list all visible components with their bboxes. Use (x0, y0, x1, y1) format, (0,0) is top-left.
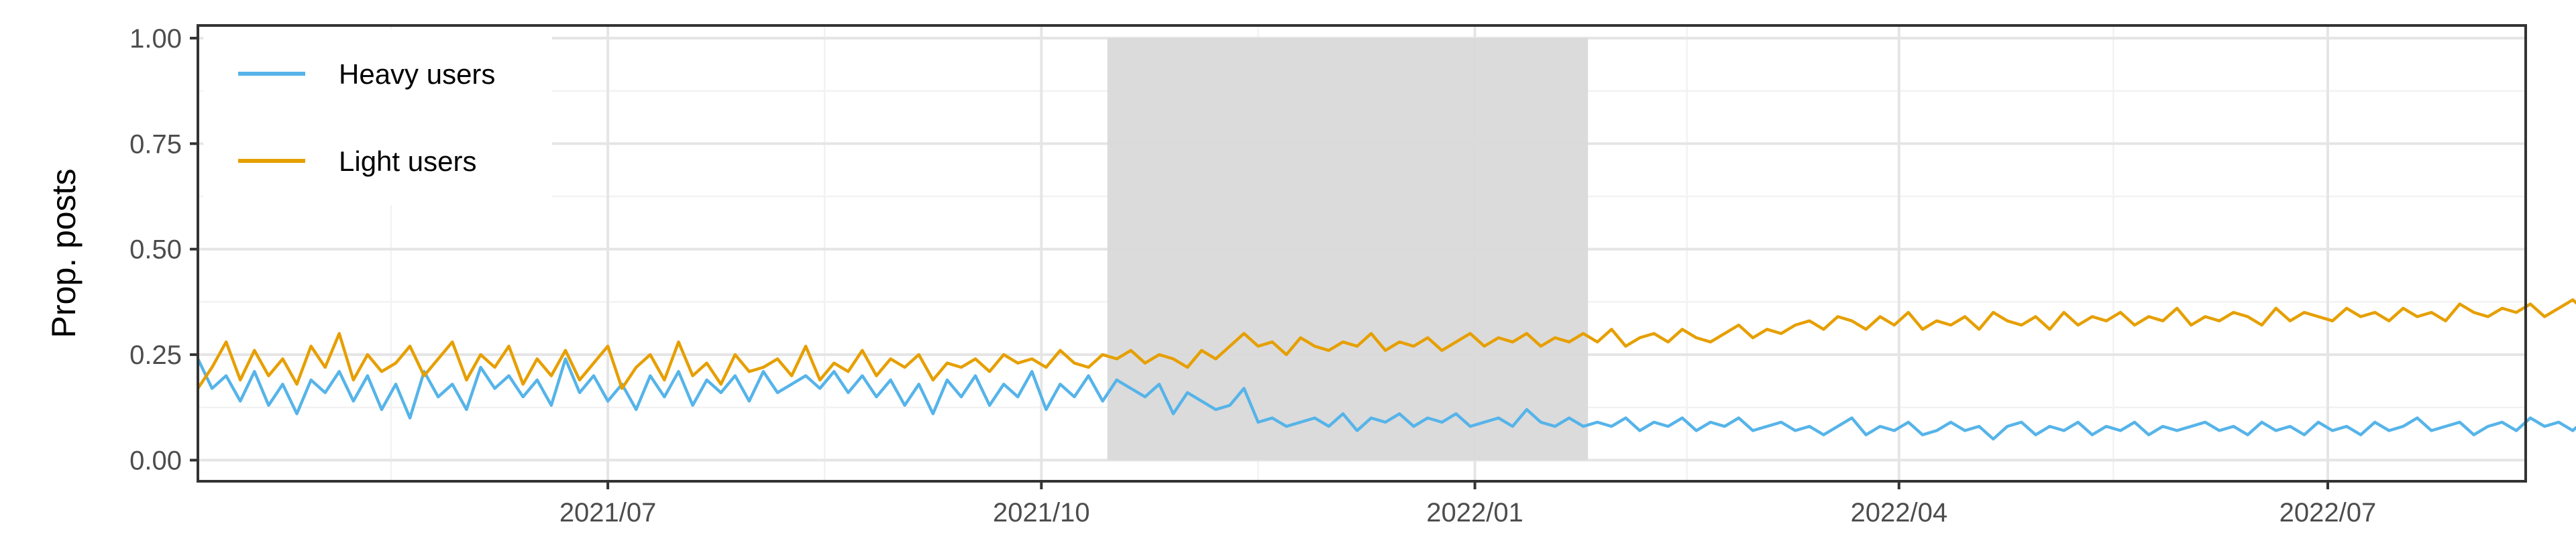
x-tick-label: 2022/01 (1426, 498, 1523, 527)
x-tick-label: 2021/07 (559, 498, 657, 527)
series-line-light-users (197, 298, 2576, 390)
series-line-heavy-users (196, 357, 2576, 441)
y-tick-label: 0.75 (129, 129, 182, 159)
x-tick-label: 2022/07 (2279, 498, 2377, 527)
legend-label: Light users (339, 145, 476, 177)
plot-panel-border (197, 24, 2527, 483)
y-tick-label: 1.00 (129, 24, 182, 54)
shaded-period (1107, 38, 1589, 460)
legend-background (203, 29, 552, 205)
y-tick-label: 0.00 (129, 446, 182, 476)
legend: Heavy users Light users (203, 29, 552, 205)
series-lines (196, 298, 2576, 441)
y-tick-label: 0.25 (129, 340, 182, 370)
x-tick-label: 2021/10 (993, 498, 1090, 527)
x-tick-label: 2022/04 (1850, 498, 1947, 527)
shaded-period-layer (1107, 38, 1589, 460)
legend-label: Heavy users (339, 58, 495, 90)
axis-ticks: 0.00 0.25 0.50 0.75 1.00 2021/07 2021/10 2022/0… (129, 24, 2376, 527)
y-axis-title: Prop. posts (45, 169, 83, 338)
y-tick-label: 0.50 (129, 235, 182, 265)
